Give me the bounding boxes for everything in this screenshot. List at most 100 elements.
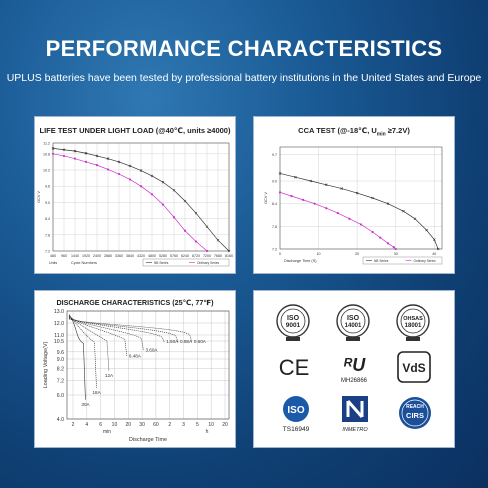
ohsas-label-a: OHSAS: [403, 316, 423, 322]
data-point: [84, 160, 88, 163]
x-tick-label: 2400: [93, 254, 101, 258]
data-point: [394, 247, 397, 251]
data-point: [216, 238, 220, 242]
ul-mark-icon: ᴿU MH26866: [341, 355, 368, 384]
x-tick-label: 6: [99, 422, 102, 428]
data-point: [348, 217, 351, 220]
data-point: [194, 211, 198, 215]
vds-text: VdS: [402, 361, 425, 375]
y-tick-label: 12.0: [54, 321, 64, 327]
data-point: [117, 160, 121, 164]
ce-text: CE: [279, 355, 310, 380]
data-point: [340, 187, 344, 190]
data-point: [205, 249, 209, 253]
reach-text: REACH: [406, 404, 424, 410]
cca-test-title: CCA TEST (@-18℃, Umin ≥7.2V): [298, 126, 410, 138]
data-point: [386, 242, 390, 245]
data-point: [62, 154, 66, 158]
data-point: [432, 238, 436, 241]
reach-cirs-icon: REACH CIRS: [399, 397, 431, 429]
x-tick-label: 5760: [170, 254, 178, 258]
x-tick-label: 2: [72, 422, 75, 428]
data-point: [371, 196, 374, 200]
x-unit-h: h: [206, 429, 209, 435]
discharge-curve: [68, 315, 97, 388]
inmetro-text: INMETRO: [342, 427, 368, 433]
data-point: [62, 148, 66, 152]
data-point: [278, 172, 282, 175]
ul-number: MH26866: [341, 378, 368, 384]
cca-test-panel: CCA TEST (@-18℃, Umin ≥7.2V) 7.2 7.8 8.4 9.…: [253, 116, 455, 274]
vds-icon: VdS: [397, 351, 431, 383]
data-point: [150, 193, 154, 196]
discharge-chart: 4.0 6.0 7.2 8.2 9.09.6 10.511.0 12.0 13.0 2 4 6 10 2…: [43, 309, 230, 443]
iso-9001-icon: ISO 9001: [276, 304, 310, 341]
data-point: [336, 212, 339, 215]
data-point: [161, 180, 165, 184]
series-line: [279, 192, 396, 250]
x-tick-label: 7680: [214, 254, 222, 258]
y-tick-label: 7.2: [57, 379, 64, 385]
x-tick-label: 2: [168, 422, 171, 428]
x-tick-label: 6720: [192, 254, 200, 258]
x-tick-label: 2880: [104, 254, 112, 258]
y-tick-label: 9.7: [272, 153, 277, 157]
x-unit-min: min: [103, 429, 111, 435]
plot-frame: [66, 310, 230, 420]
y-tick-label: 6.0: [57, 393, 64, 399]
data-point: [183, 229, 187, 232]
data-point: [73, 157, 77, 160]
x-tick-label: 10: [112, 422, 118, 428]
discharge-curve: [68, 315, 110, 372]
y-axis-label: OCV V: [264, 192, 268, 204]
x-tick-label: 960: [61, 254, 67, 258]
data-point: [172, 188, 176, 192]
data-point: [324, 183, 328, 187]
discharge-curve: [68, 316, 144, 351]
data-point: [227, 249, 231, 253]
x-axis-label: Discharge Time (S): [284, 259, 317, 263]
curve-label: 30A: [81, 402, 90, 407]
x-tick-label: 4320: [137, 254, 145, 258]
ts16949-text: TS16949: [283, 426, 310, 433]
data-point: [95, 164, 99, 167]
y-tick-label: 8.4: [272, 202, 277, 206]
ohsas-label-b: 18001: [405, 323, 422, 329]
life-test-chart: 7.2 7.8 8.4 9.0 9.6 10.2 10.8 11.2 480 960 1440 192…: [37, 142, 233, 267]
x-tick-label: 4: [85, 422, 88, 428]
page-title: PERFORMANCE CHARACTERISTICS: [45, 36, 443, 61]
x-tick-label: 4800: [148, 254, 156, 258]
iso-ts16949-icon: ISO TS16949: [283, 396, 310, 433]
data-point: [161, 203, 165, 206]
y-tick-label: 9.0: [45, 201, 50, 205]
x-tick-label: 20: [125, 422, 131, 428]
curve-label: 1.50A: [166, 339, 179, 344]
discharge-panel: DISCHARGE CHARACTERISTICS (25℃, 77℉) 4.0…: [34, 290, 236, 448]
data-point: [386, 202, 390, 205]
x-tick-label: 10: [317, 252, 321, 256]
data-point: [128, 164, 132, 168]
cirs-text: CIRS: [406, 411, 424, 420]
data-point: [150, 174, 154, 178]
y-tick-label: 9.6: [57, 350, 64, 356]
x-tick-label: 5280: [159, 254, 167, 258]
data-point: [117, 172, 121, 176]
life-test-panel: LIFE TEST UNDER LIGHT LOAD (@40℃, units …: [34, 116, 236, 274]
legend-entry: Ordinary Series: [414, 259, 437, 263]
data-point: [51, 152, 55, 155]
curve-label: 0.60A: [194, 339, 207, 344]
data-point: [379, 236, 382, 239]
discharge-curve: [68, 317, 165, 343]
discharge-curve: [68, 316, 128, 357]
legend-box: [362, 256, 443, 265]
data-point: [73, 149, 77, 153]
y-tick-label: 7.8: [272, 225, 277, 229]
legend-box: [142, 258, 230, 267]
x-tick-label: 1920: [82, 254, 90, 258]
x-tick-label: 60: [153, 422, 159, 428]
x-tick-label: 40: [432, 252, 436, 256]
ce-mark-icon: CE: [279, 355, 310, 380]
curve-label: 6.48A: [129, 354, 142, 359]
curve-label: 12A: [105, 373, 114, 378]
iso-14001-label-a: ISO: [347, 315, 360, 322]
